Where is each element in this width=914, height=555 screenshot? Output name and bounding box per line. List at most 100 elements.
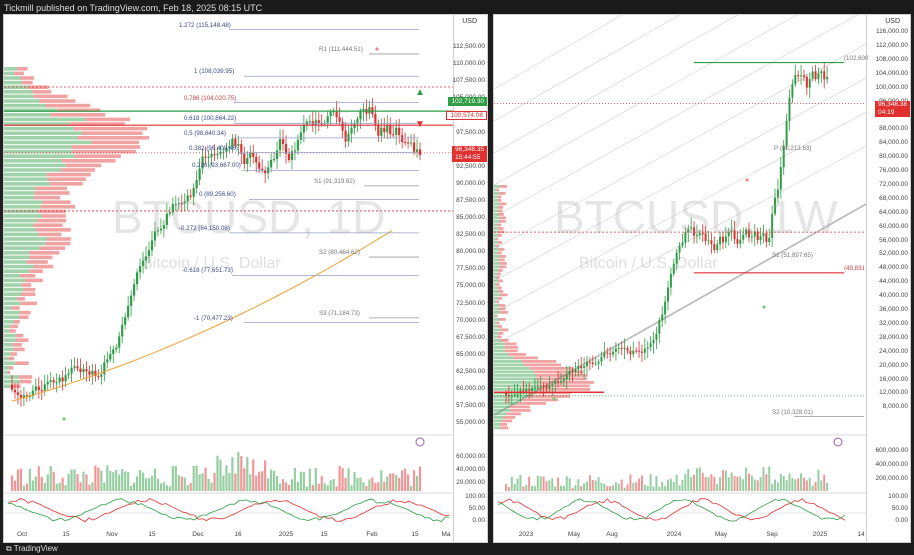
- candle-body: [189, 195, 192, 197]
- osc_ticks-tick: 50.00: [891, 505, 908, 512]
- volume-profile-bar: [4, 232, 39, 237]
- volume-profile-bar: [494, 272, 498, 276]
- daily-chart-canvas[interactable]: [4, 15, 488, 543]
- volume-bar: [267, 478, 270, 491]
- yticks-tick: 68,000.00: [879, 194, 908, 202]
- candle-body: [213, 154, 216, 156]
- volume-profile-bar: [4, 168, 61, 172]
- candle-body: [638, 350, 641, 352]
- candle-body: [201, 156, 204, 169]
- volume-profile-bar: [497, 241, 503, 244]
- candle-body: [620, 347, 623, 349]
- volume-bar: [61, 477, 64, 491]
- candle-body: [25, 395, 28, 397]
- volume-profile-bar: [19, 379, 32, 384]
- yticks-tick: 87,500.00: [456, 196, 485, 204]
- volume-profile-bar: [65, 163, 102, 168]
- candle-body: [551, 383, 554, 386]
- volume-profile-bar: [494, 398, 523, 402]
- candle-body: [412, 142, 416, 152]
- channel-line: [494, 15, 739, 154]
- osc_ticks-tick: 50.00: [468, 505, 485, 512]
- fib-level-label: 1 (108,039.95): [194, 68, 235, 76]
- volume-profile-bar: [24, 278, 43, 283]
- volume-profile-bar: [499, 318, 506, 321]
- volume-bar: [144, 478, 148, 491]
- volume-bar: [82, 471, 85, 491]
- channel-line: [494, 42, 869, 250]
- candle-body: [156, 230, 160, 232]
- volume-profile-bar: [498, 290, 504, 293]
- volume-profile-bar: [4, 154, 75, 158]
- volume-profile-bar: [534, 370, 584, 374]
- volume-bar: [748, 473, 750, 491]
- time-axis-tick: May: [714, 531, 728, 538]
- volume-profile-bar: [20, 301, 37, 306]
- candle-body: [742, 234, 745, 240]
- price-axis[interactable]: USD 112,500.00110,000.00107,500.00105,00…: [452, 15, 487, 542]
- volume-profile-bar: [20, 274, 36, 278]
- yticks-tick: 112,500.00: [452, 43, 485, 50]
- volume-bar: [368, 479, 371, 491]
- volume-profile-bar: [19, 310, 31, 315]
- volume-bar: [335, 486, 338, 491]
- candle-body: [82, 368, 85, 373]
- candle-body: [281, 139, 285, 144]
- volume-bar: [510, 476, 513, 491]
- volume-profile-bar: [4, 228, 36, 232]
- volume-profile-bar: [494, 342, 505, 346]
- weekly-chart-canvas[interactable]: [494, 15, 911, 543]
- volume-profile-bar: [494, 321, 497, 325]
- daily-chart-panel[interactable]: BTCUSD, 1D Bitcoin / U.S. Dollar USD 112…: [3, 14, 488, 543]
- volume-profile-bar: [4, 177, 48, 181]
- volume-bar: [716, 484, 719, 491]
- volume-profile-bar: [4, 76, 21, 80]
- candle-body: [398, 127, 401, 136]
- volume-bar: [600, 482, 603, 491]
- yticks-tick: 16,000.00: [879, 375, 908, 383]
- price-axis[interactable]: USD 116,000.00 112,000.00 108,000.00 104,00…: [866, 15, 910, 542]
- volume-profile-bar: [4, 237, 47, 241]
- volume-profile-bar: [494, 360, 522, 363]
- candle-body: [415, 149, 419, 152]
- candle-body: [299, 132, 302, 140]
- volume-profile-bar: [504, 349, 518, 353]
- volume-profile-bar: [4, 356, 9, 361]
- volume-bar: [418, 466, 422, 491]
- tradingview-footer[interactable]: ⧉ TradingView: [0, 543, 914, 555]
- fib-level-label: -0.618 (77,651.73): [182, 267, 233, 275]
- weekly-chart-panel[interactable]: BTCUSD, 1W Bitcoin / U.S. Dollar USD 116…: [493, 14, 911, 543]
- volume-bar: [386, 476, 389, 491]
- volume-bar: [156, 478, 160, 491]
- volume-profile-bar: [4, 90, 33, 94]
- candle-body: [34, 386, 37, 391]
- volume-profile-bar: [513, 356, 538, 360]
- volume-bar: [412, 470, 416, 491]
- yticks-tick: 77,500.00: [456, 265, 485, 273]
- time-axis-tick: 15: [320, 531, 328, 538]
- yticks-tick: 28,000.00: [879, 333, 908, 341]
- volume-profile-bar: [4, 117, 86, 122]
- candle-body: [350, 127, 353, 134]
- time-axis-tick: 2025: [812, 531, 828, 538]
- volume-bar: [353, 472, 356, 491]
- volume-bar: [228, 472, 231, 491]
- candle-body: [724, 236, 727, 243]
- candle-body: [228, 146, 231, 149]
- candle-body: [31, 390, 34, 397]
- candle-body: [284, 143, 288, 154]
- candle-body: [805, 77, 808, 88]
- volume-profile-bar: [4, 145, 72, 149]
- volume-profile-bar: [4, 274, 21, 278]
- volume-profile-bar: [499, 220, 506, 223]
- candle-body: [210, 154, 213, 158]
- volume-bar: [548, 480, 551, 491]
- candle-body: [19, 394, 23, 398]
- volume-bar: [112, 472, 115, 491]
- vol_ticks-tick: 600,000.00: [875, 447, 908, 454]
- volume-profile-bar: [18, 375, 33, 379]
- volume-bar: [374, 482, 377, 491]
- candle-body: [133, 284, 136, 296]
- volume-profile-bar: [494, 265, 500, 269]
- volume-bar: [290, 479, 294, 491]
